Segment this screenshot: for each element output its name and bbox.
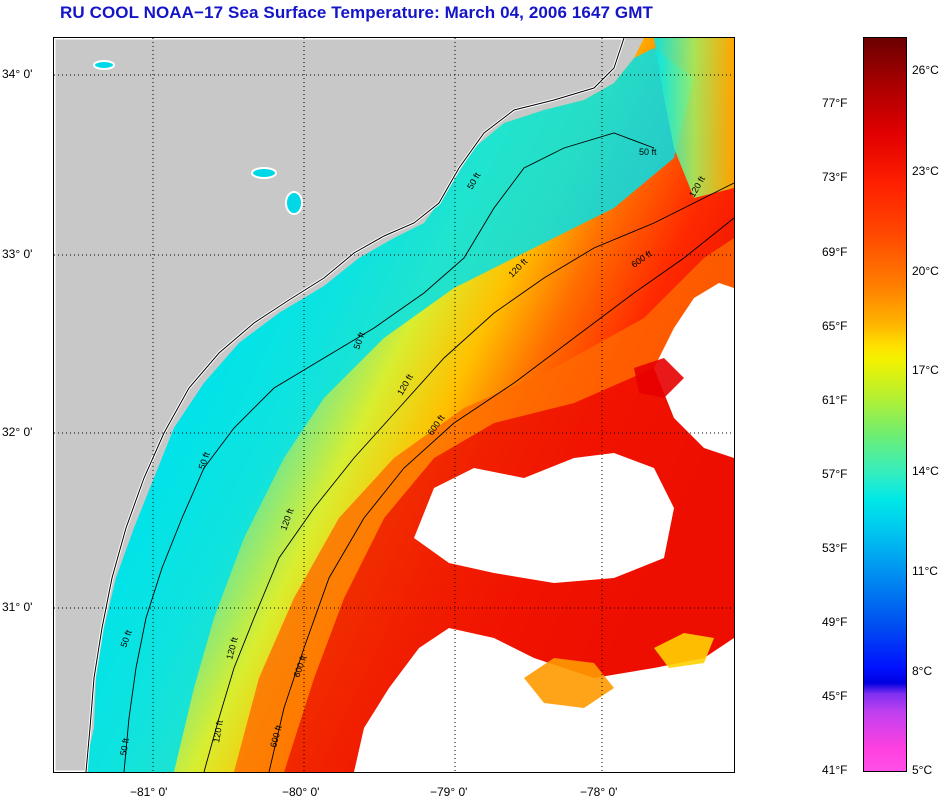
isobath-120ft — [203, 182, 734, 772]
coastline-outline — [85, 38, 625, 772]
colorbar-c-label: 5°C — [912, 763, 933, 777]
longitude-label: −81° 0' — [130, 785, 168, 799]
colorbar-f-label: 61°F — [822, 393, 848, 407]
colorbar-f-label: 53°F — [822, 541, 848, 555]
isobath-label: 120 ft — [211, 719, 225, 743]
colorbar-f-label: 77°F — [822, 96, 848, 110]
colorbar-f-label: 49°F — [822, 615, 848, 629]
latitude-label: 32° 0' — [2, 425, 33, 439]
warm-patch-1 — [524, 658, 614, 708]
colorbar-c-label: 14°C — [912, 464, 939, 478]
nearshore-cool-band — [84, 48, 694, 772]
colorbar-c-label: 23°C — [912, 164, 939, 178]
sst-map: 50 ft 50 ft 50 ft 50 ft 50 ft 50 ft 120 … — [53, 37, 735, 773]
inland-lake-2 — [251, 167, 277, 179]
temperature-colorbar — [863, 37, 907, 772]
cloud-mask-east — [654, 283, 734, 458]
graticule — [54, 38, 734, 772]
colorbar-c-label: 26°C — [912, 63, 939, 77]
colorbar-c-label: 20°C — [912, 264, 939, 278]
colorbar-f-label: 69°F — [822, 245, 848, 259]
colorbar-c-label: 8°C — [912, 664, 933, 678]
gulf-stream-edge — [234, 238, 734, 772]
colorbar-f-label: 73°F — [822, 170, 848, 184]
colorbar-f-label: 45°F — [822, 689, 848, 703]
inland-lake-3 — [93, 60, 115, 70]
isobath-label: 50 ft — [118, 737, 131, 756]
latitude-label: 31° 0' — [2, 600, 33, 614]
warm-patch-3 — [634, 358, 684, 398]
longitude-label: −80° 0' — [282, 785, 320, 799]
map-title: RU COOL NOAA−17 Sea Surface Temperature:… — [60, 3, 653, 22]
isobath-label: 50 ft — [639, 147, 657, 157]
longitude-label: −79° 0' — [430, 785, 468, 799]
isobath-600ft — [268, 217, 734, 772]
latitude-label: 33° 0' — [2, 247, 33, 261]
cloud-mask-central — [414, 453, 674, 583]
colorbar-f-label: 57°F — [822, 467, 848, 481]
inland-lake-1 — [285, 191, 303, 215]
isobath-50ft — [123, 132, 655, 772]
warm-patch-2 — [654, 633, 714, 668]
colorbar-f-label: 65°F — [822, 319, 848, 333]
colorbar-c-label: 11°C — [912, 564, 938, 578]
colorbar-c-label: 17°C — [912, 363, 939, 377]
northern-warm-patch — [654, 38, 734, 198]
colorbar-f-label: 41°F — [822, 763, 848, 777]
longitude-label: −78° 0' — [580, 785, 618, 799]
latitude-label: 34° 0' — [2, 67, 33, 81]
